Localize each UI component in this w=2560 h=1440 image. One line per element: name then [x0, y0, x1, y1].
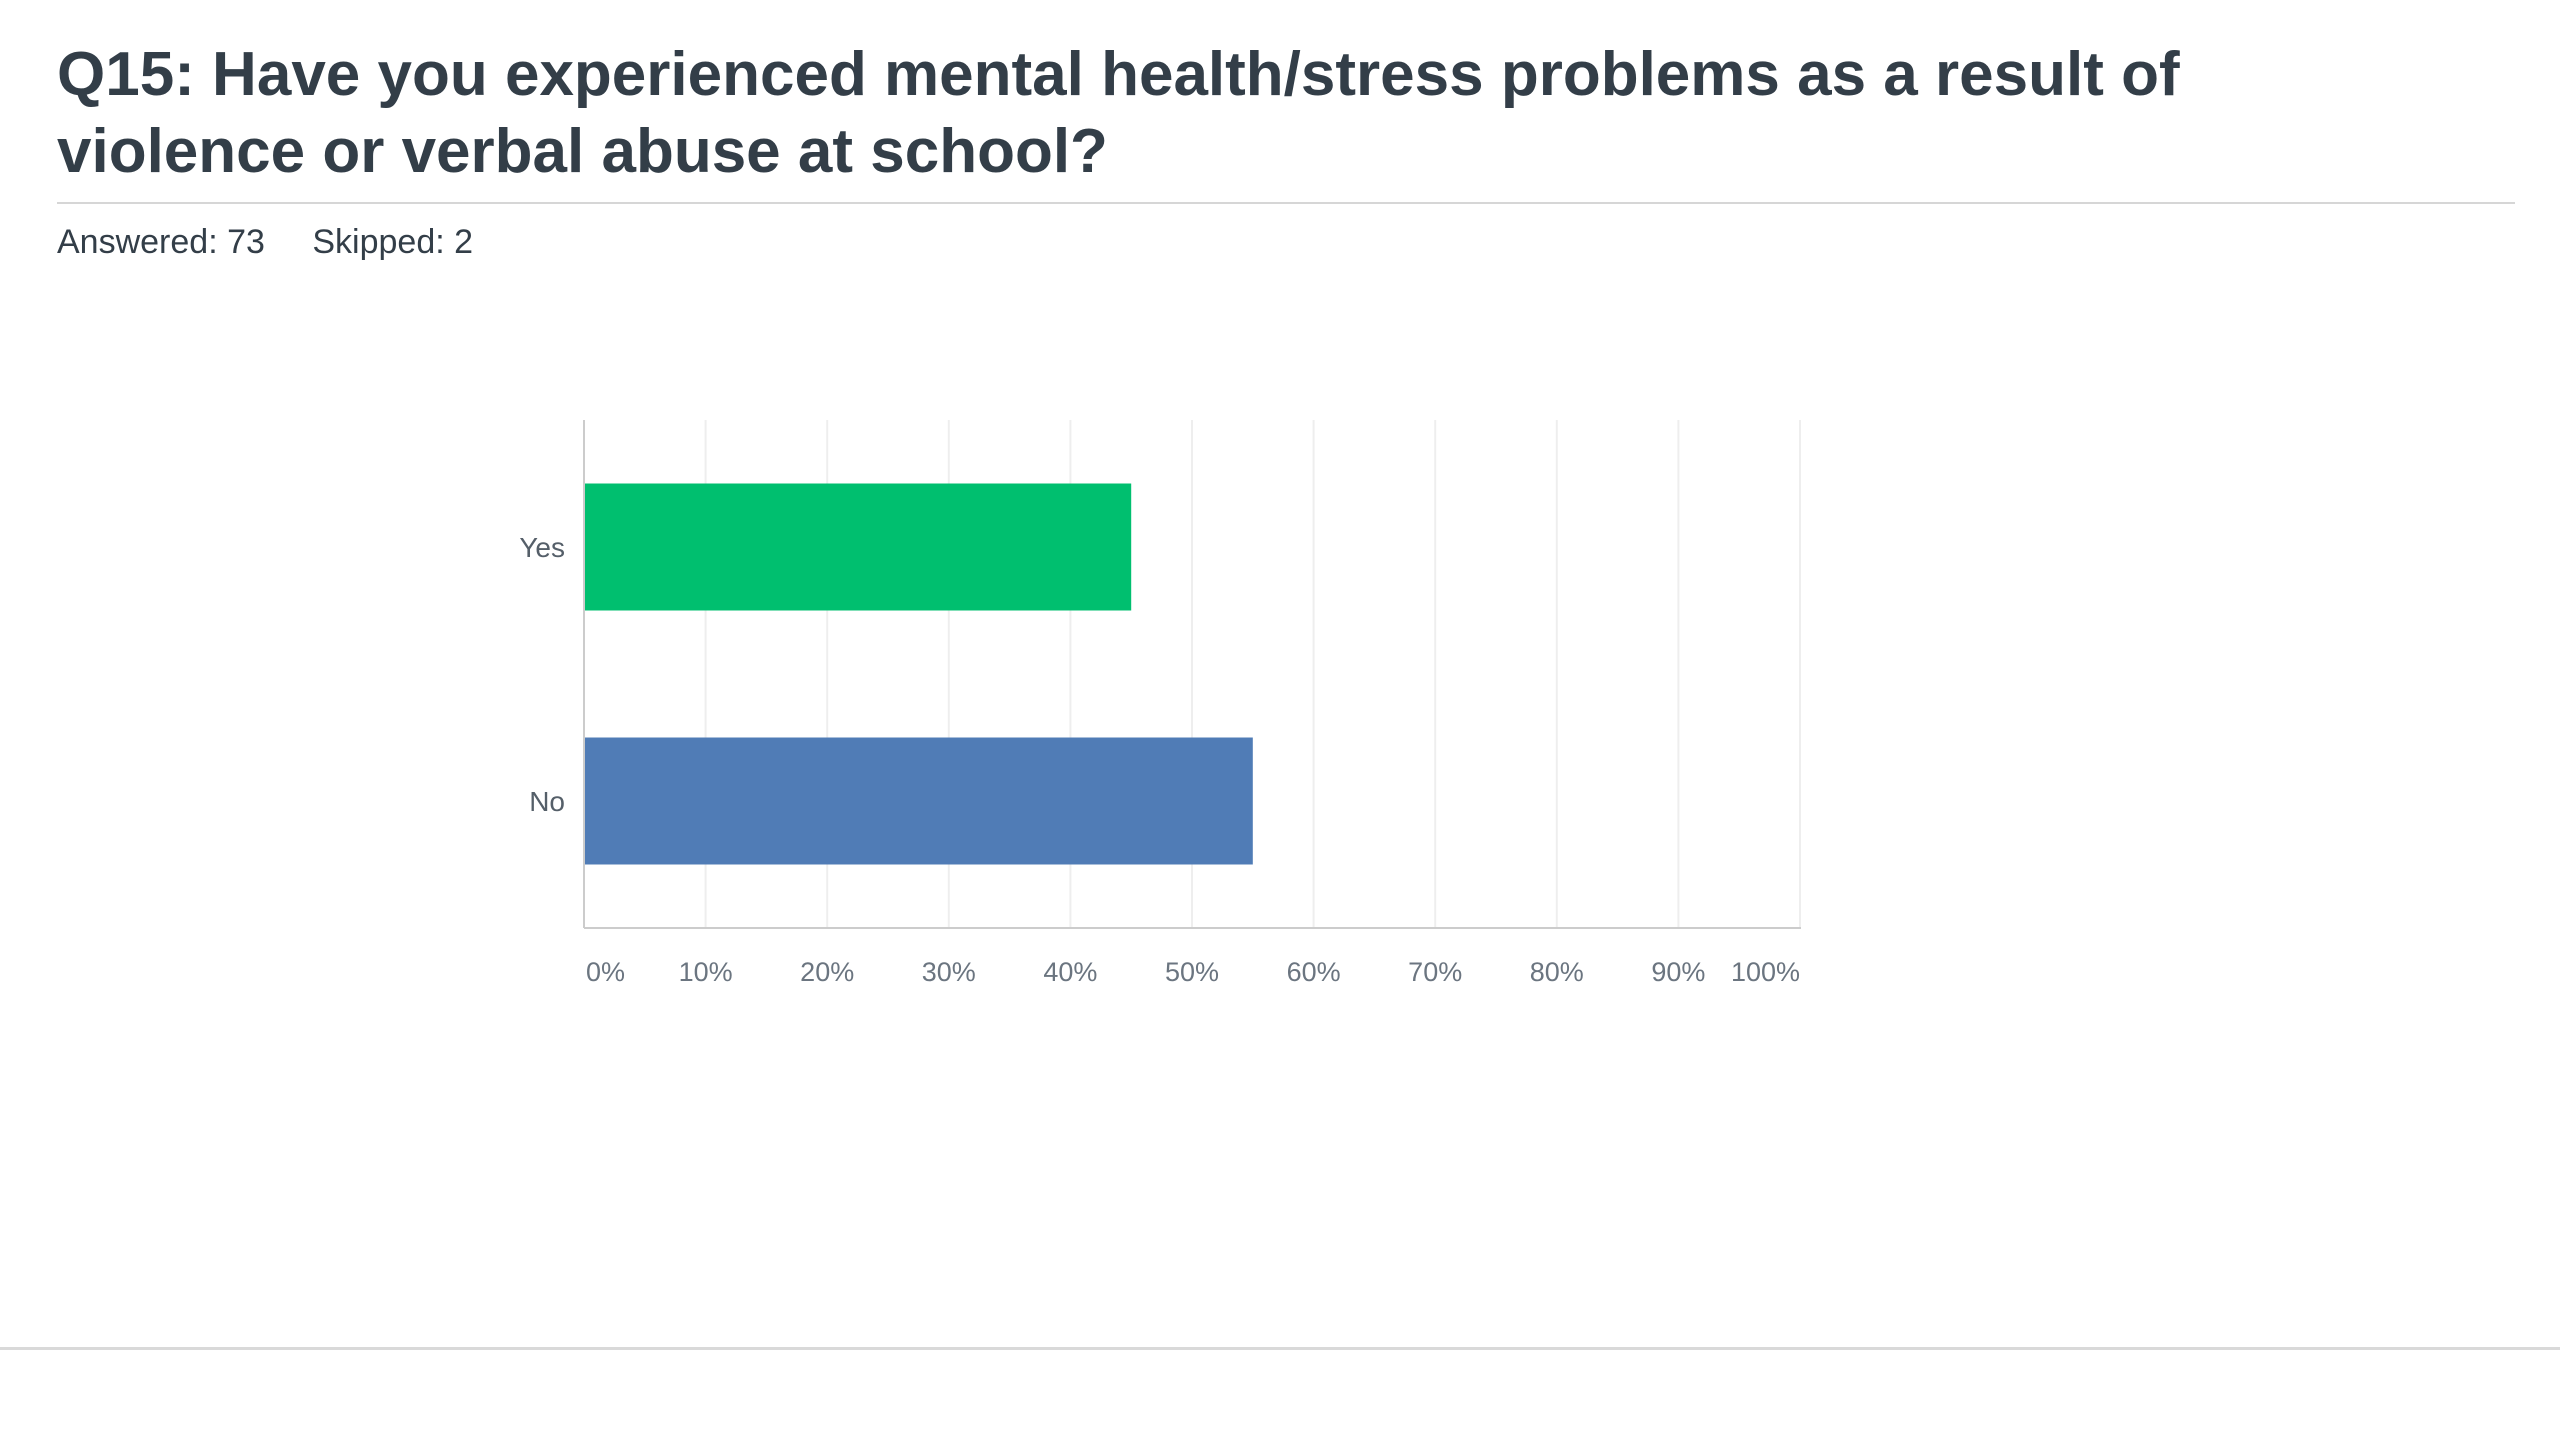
- x-tick-label: 80%: [1530, 957, 1584, 987]
- x-tick-label: 20%: [800, 957, 854, 987]
- x-tick-label: 90%: [1651, 957, 1705, 987]
- x-tick-label: 30%: [922, 957, 976, 987]
- x-axis-tick-labels: 0% 10% 20% 30% 40% 50% 60% 70% 80% 90% 100%: [586, 957, 1800, 987]
- answered-count: Answered: 73: [57, 223, 265, 261]
- page-title: Q15: Have you experienced mental health/…: [57, 40, 2180, 186]
- x-tick-label: 10%: [679, 957, 733, 987]
- bottom-divider: [0, 1347, 2560, 1350]
- category-label: No: [529, 786, 565, 817]
- category-label: Yes: [519, 532, 565, 563]
- response-stats: Answered: 73 Skipped: 2: [57, 222, 473, 262]
- chart-bars: [584, 483, 1253, 865]
- y-axis-category-labels: Yes No: [519, 532, 565, 817]
- x-tick-label: 70%: [1408, 957, 1462, 987]
- bar-yes: [584, 483, 1132, 611]
- bar-no: [584, 737, 1253, 865]
- x-tick-label: 60%: [1287, 957, 1341, 987]
- x-tick-label: 40%: [1043, 957, 1097, 987]
- skipped-count: Skipped: 2: [312, 223, 474, 261]
- x-tick-label: 50%: [1165, 957, 1219, 987]
- x-tick-label: 100%: [1731, 957, 1800, 987]
- x-tick-label: 0%: [586, 957, 625, 987]
- bar-chart: 0% 10% 20% 30% 40% 50% 60% 70% 80% 90% 100% Yes No: [519, 420, 1801, 987]
- chart-axes: [583, 420, 1801, 929]
- title-divider: [57, 202, 2515, 204]
